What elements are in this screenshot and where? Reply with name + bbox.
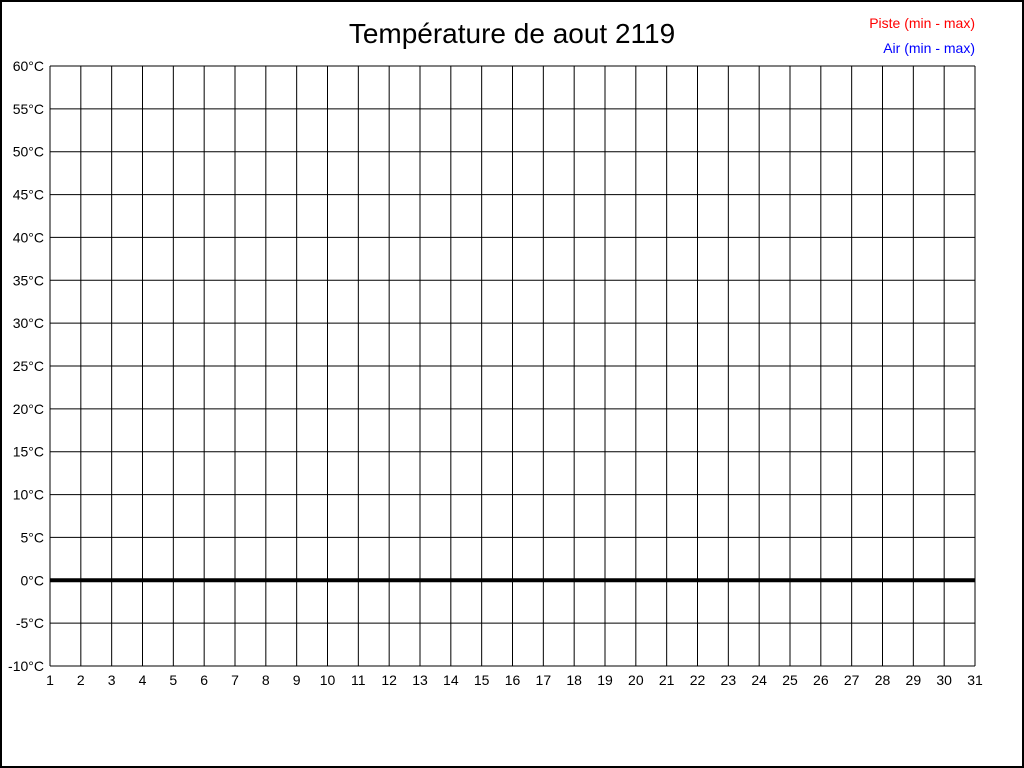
x-tick-label: 2: [77, 672, 85, 688]
x-tick-label: 19: [597, 672, 613, 688]
x-tick-label: 18: [566, 672, 582, 688]
x-tick-label: 22: [690, 672, 706, 688]
x-tick-label: 23: [721, 672, 737, 688]
y-tick-label: 25°C: [13, 358, 44, 374]
x-tick-label: 8: [262, 672, 270, 688]
x-tick-label: 4: [139, 672, 147, 688]
x-tick-label: 3: [108, 672, 116, 688]
x-tick-label: 31: [967, 672, 983, 688]
chart-title: Température de aout 2119: [348, 18, 676, 49]
x-tick-label: 29: [906, 672, 922, 688]
x-tick-label: 28: [875, 672, 891, 688]
x-tick-label: 24: [751, 672, 767, 688]
x-tick-label: 25: [782, 672, 798, 688]
y-tick-label: 55°C: [13, 101, 44, 117]
x-tick-label: 10: [320, 672, 336, 688]
y-tick-label: 45°C: [13, 187, 44, 203]
y-tick-label: 0°C: [21, 572, 45, 588]
x-tick-label: 17: [536, 672, 552, 688]
y-tick-label: -5°C: [16, 615, 44, 631]
y-tick-label: 30°C: [13, 315, 44, 331]
x-tick-label: 6: [200, 672, 208, 688]
x-tick-label: 27: [844, 672, 860, 688]
x-tick-label: 13: [412, 672, 428, 688]
y-tick-label: 5°C: [21, 529, 45, 545]
x-tick-label: 21: [659, 672, 675, 688]
legend-entry-air: Air (min - max): [883, 40, 975, 56]
y-tick-label: 60°C: [13, 58, 44, 74]
y-tick-label: 50°C: [13, 144, 44, 160]
legend-entry-piste: Piste (min - max): [869, 15, 975, 31]
x-tick-label: 15: [474, 672, 490, 688]
legend: Piste (min - max) Air (min - max): [869, 11, 975, 61]
y-tick-label: 10°C: [13, 487, 44, 503]
x-tick-label: 5: [169, 672, 177, 688]
x-tick-label: 1: [46, 672, 54, 688]
x-tick-label: 11: [351, 672, 366, 688]
y-tick-label: 15°C: [13, 444, 44, 460]
y-tick-label: 40°C: [13, 229, 44, 245]
x-tick-label: 16: [505, 672, 521, 688]
x-tick-label: 14: [443, 672, 459, 688]
x-tick-label: 20: [628, 672, 644, 688]
y-tick-label: -10°C: [8, 658, 44, 674]
x-tick-label: 30: [936, 672, 952, 688]
x-tick-label: 26: [813, 672, 829, 688]
x-tick-label: 9: [293, 672, 301, 688]
y-tick-label: 35°C: [13, 272, 44, 288]
x-tick-label: 12: [381, 672, 397, 688]
x-tick-label: 7: [231, 672, 239, 688]
y-tick-label: 20°C: [13, 401, 44, 417]
